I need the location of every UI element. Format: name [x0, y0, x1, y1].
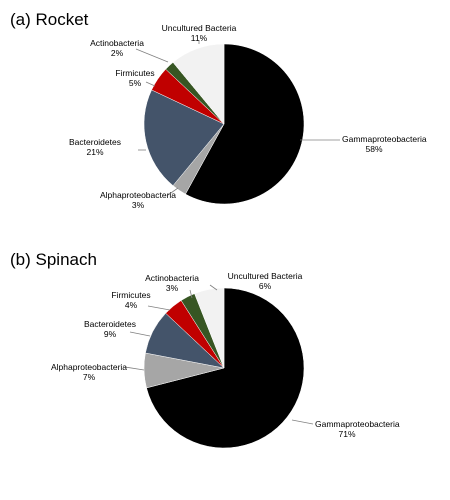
- leader-line-alphaproteobacteria: [124, 366, 145, 371]
- slice-percent: 7%: [83, 372, 96, 382]
- pie-slice-uncultured-bacteria: [194, 287, 225, 369]
- slice-percent: 58%: [365, 144, 382, 154]
- slice-label-bacteroidetes: Bacteroidetes 9%: [84, 319, 136, 339]
- slice-percent: 21%: [86, 147, 103, 157]
- slice-percent: 6%: [259, 281, 272, 291]
- slice-name: Firmicutes: [115, 68, 154, 78]
- slice-percent: 71%: [338, 429, 355, 439]
- slice-name: Alphaproteobacteria: [100, 190, 176, 200]
- slice-label-firmicutes: Firmicutes 5%: [115, 68, 154, 88]
- chart-title-spinach: (b) Spinach: [10, 250, 97, 269]
- slice-percent: 9%: [104, 329, 117, 339]
- leader-line-firmicutes: [145, 81, 156, 87]
- leader-line-bacteroidetes: [129, 331, 151, 337]
- slice-percent: 5%: [129, 78, 142, 88]
- leader-line-actinobacteria: [135, 48, 169, 63]
- leader-line-alphaproteobacteria: [167, 187, 179, 196]
- pie-spinach: Gammaproteobacteria 71% Alphaproteobacteri…: [51, 271, 400, 449]
- pie-slice-gammaproteobacteria: [146, 287, 305, 449]
- pie-slice-bacteroidetes: [143, 89, 225, 186]
- slice-label-actinobacteria: Actinobacteria 3%: [145, 273, 199, 293]
- slice-label-firmicutes: Firmicutes 4%: [111, 290, 150, 310]
- slice-name: Bacteroidetes: [84, 319, 136, 329]
- slice-label-alphaproteobacteria: Alphaproteobacteria 3%: [100, 190, 176, 210]
- slice-name: Actinobacteria: [145, 273, 199, 283]
- leader-line-gammaproteobacteria: [291, 419, 314, 425]
- pie-slice-uncultured-bacteria: [172, 43, 225, 125]
- slice-name: Gammaproteobacteria: [315, 419, 400, 429]
- slice-name: Uncultured Bacteria: [228, 271, 303, 281]
- slice-percent: 2%: [111, 48, 124, 58]
- leader-line-actinobacteria: [189, 289, 193, 299]
- slice-percent: 3%: [132, 200, 145, 210]
- slice-percent: 4%: [125, 300, 138, 310]
- slice-name: Actinobacteria: [90, 38, 144, 48]
- slice-name: Alphaproteobacteria: [51, 362, 127, 372]
- pie-rocket: Gammaproteobacteria 58% Alphaproteobacteri…: [69, 23, 427, 210]
- slice-percent: 11%: [191, 33, 208, 43]
- slice-label-uncultured-bacteria: Uncultured Bacteria 6%: [228, 271, 303, 291]
- slice-label-gammaproteobacteria: Gammaproteobacteria 58%: [342, 134, 427, 154]
- slice-name: Firmicutes: [111, 290, 150, 300]
- slice-label-actinobacteria: Actinobacteria 2%: [90, 38, 144, 58]
- slice-label-gammaproteobacteria: Gammaproteobacteria 71%: [315, 419, 400, 439]
- slice-percent: 3%: [166, 283, 179, 293]
- slice-label-alphaproteobacteria: Alphaproteobacteria 7%: [51, 362, 127, 382]
- slice-label-uncultured-bacteria: Uncultured Bacteria 11%: [162, 23, 237, 43]
- slice-name: Gammaproteobacteria: [342, 134, 427, 144]
- slice-name: Uncultured Bacteria: [162, 23, 237, 33]
- leader-line-firmicutes: [147, 305, 171, 311]
- slice-name: Bacteroidetes: [69, 137, 121, 147]
- slice-label-bacteroidetes: Bacteroidetes 21%: [69, 137, 121, 157]
- chart-title-rocket: (a) Rocket: [10, 10, 89, 29]
- leader-line-uncultured-bacteria: [209, 284, 218, 291]
- pie-slice-gammaproteobacteria: [185, 43, 305, 205]
